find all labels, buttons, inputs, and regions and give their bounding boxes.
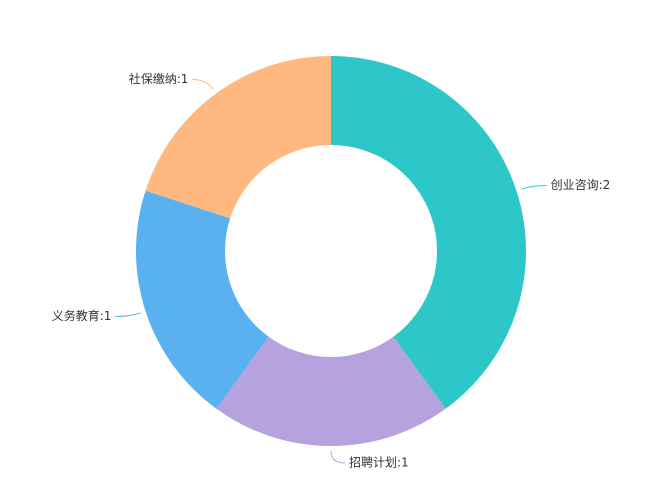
slice-label-2: 招聘计划:1: [349, 456, 409, 470]
leader-line-2: [330, 450, 346, 464]
slice-1[interactable]: [331, 56, 527, 409]
slice-label-3: 义务教育:1: [52, 308, 112, 323]
slice-4[interactable]: [145, 56, 331, 219]
slice-label-1: 创业咨询:2: [551, 177, 611, 192]
leader-line-4: [192, 78, 214, 90]
slice-label-4: 社保缴纳:1: [129, 71, 189, 86]
slice-2[interactable]: [216, 336, 446, 446]
leader-line-1: [521, 184, 547, 190]
leader-line-3: [115, 312, 141, 318]
slice-3[interactable]: [136, 190, 269, 409]
